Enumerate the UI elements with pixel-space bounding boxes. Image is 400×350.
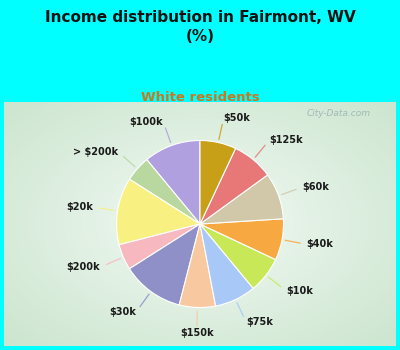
Text: $10k: $10k [286,286,313,295]
Wedge shape [200,175,283,224]
Wedge shape [200,140,236,224]
Wedge shape [147,140,200,224]
Text: $200k: $200k [67,262,100,272]
Text: $60k: $60k [302,182,329,192]
Text: City-Data.com: City-Data.com [307,109,371,118]
Text: > $200k: > $200k [74,147,118,157]
Text: $40k: $40k [307,239,334,249]
Wedge shape [200,148,268,224]
Wedge shape [130,224,200,305]
Wedge shape [116,179,200,245]
Text: Income distribution in Fairmont, WV
(%): Income distribution in Fairmont, WV (%) [45,10,355,44]
Wedge shape [119,224,200,269]
Text: $75k: $75k [246,317,273,327]
Wedge shape [179,224,216,308]
Text: $125k: $125k [269,135,303,145]
Wedge shape [200,224,253,306]
Text: White residents: White residents [141,91,259,104]
Wedge shape [200,224,276,288]
Text: $30k: $30k [109,307,136,317]
Text: $150k: $150k [180,328,214,337]
Text: $100k: $100k [130,117,163,127]
Wedge shape [200,219,284,260]
Text: $50k: $50k [224,113,250,123]
Wedge shape [130,160,200,224]
Text: $20k: $20k [66,202,93,212]
